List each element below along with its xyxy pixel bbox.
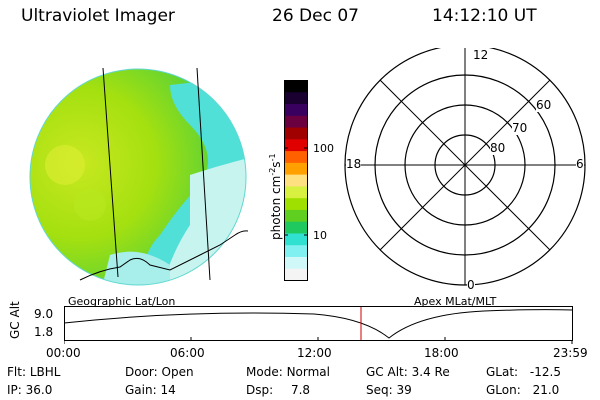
- ytick-1-8: 1.8: [34, 325, 54, 339]
- unit-sup-2: -1: [268, 153, 277, 162]
- colorbar-band: [284, 139, 308, 152]
- glat-value: -12.5: [529, 365, 561, 379]
- colorbar-band: [284, 186, 308, 199]
- unit-text-s: s: [269, 161, 283, 168]
- status-mode: Mode: Normal: [246, 365, 330, 379]
- mlat-label-80: 80: [490, 141, 506, 155]
- colorbar-band: [284, 92, 308, 105]
- colorbar-band: [284, 151, 308, 164]
- mlt-label-12: 12: [473, 48, 489, 62]
- mlat-label-60: 60: [536, 98, 552, 112]
- status-gain: Gain: 14: [125, 383, 176, 397]
- colorbar-tick-10: 10: [313, 229, 327, 242]
- mlt-label-6: 6: [576, 157, 584, 171]
- gain-label: Gain:: [125, 383, 157, 397]
- gcalt-value: 3.4 Re: [411, 365, 450, 379]
- colorbar-band: [284, 256, 308, 270]
- geographic-image: [29, 67, 249, 286]
- gc-alt-ylabel-text: GC Alt: [8, 301, 22, 339]
- dsp-value: 7.8: [290, 383, 311, 397]
- colorbar-band: [284, 80, 308, 93]
- instrument-title: Ultraviolet Imager: [21, 6, 175, 26]
- glat-label: GLat:: [486, 365, 519, 379]
- colorbar-band: [284, 245, 308, 258]
- mode-label: Mode:: [246, 365, 283, 379]
- flt-value: LBHL: [29, 365, 61, 379]
- status-glon: GLon: 21.0: [486, 383, 559, 397]
- xtick-1200: 12:00: [297, 346, 332, 360]
- colorbar-band: [284, 233, 308, 246]
- status-dsp: Dsp: 7.8: [246, 383, 310, 397]
- mlat-label-70: 70: [512, 121, 528, 135]
- door-value: Open: [161, 365, 194, 379]
- xtick-1800: 18:00: [424, 346, 459, 360]
- mlt-label-0: 0: [467, 278, 475, 292]
- status-glat: GLat: -12.5: [486, 365, 561, 379]
- status-gcalt: GC Alt: 3.4 Re: [366, 365, 450, 379]
- time-label: 14:12:10 UT: [432, 6, 537, 26]
- dsp-label: Dsp:: [246, 383, 274, 397]
- xtick-2359: 23:59: [553, 346, 588, 360]
- unit-sup-1: -2: [268, 167, 277, 176]
- status-ip: IP: 36.0: [7, 383, 52, 397]
- colorbar-tick-100: 100: [313, 142, 334, 155]
- gcalt-label: GC Alt:: [366, 365, 408, 379]
- colorbar-band: [284, 198, 308, 211]
- mlt-label-18: 18: [346, 157, 362, 171]
- glon-label: GLon:: [486, 383, 521, 397]
- colorbar-band: [284, 221, 308, 234]
- status-door: Door: Open: [125, 365, 194, 379]
- ytick-9: 9.0: [34, 307, 54, 321]
- unit-text: photon cm: [269, 175, 283, 240]
- seq-label: Seq:: [366, 383, 393, 397]
- ip-value: 36.0: [25, 383, 53, 397]
- xtick-0600: 06:00: [170, 346, 205, 360]
- colorbar-band: [284, 127, 308, 140]
- colorbar-band: [284, 162, 308, 176]
- apex-polar-plot: [344, 48, 586, 286]
- flt-label: Flt:: [7, 365, 26, 379]
- status-seq: Seq: 39: [366, 383, 412, 397]
- colorbar: [284, 80, 308, 281]
- xtick-0000: 00:00: [46, 346, 81, 360]
- seq-value: 39: [396, 383, 412, 397]
- mode-value: Normal: [286, 365, 330, 379]
- door-label: Door:: [125, 365, 158, 379]
- colorbar-band: [284, 104, 308, 117]
- colorbar-band: [284, 209, 308, 223]
- gain-value: 14: [160, 383, 176, 397]
- ip-label: IP:: [7, 383, 22, 397]
- glon-value: 21.0: [532, 383, 560, 397]
- gc-alt-timeline: [64, 306, 574, 344]
- date-label: 26 Dec 07: [272, 6, 359, 26]
- colorbar-band: [284, 115, 308, 129]
- colorbar-band: [284, 268, 308, 281]
- colorbar-band: [284, 174, 308, 187]
- status-flt: Flt: LBHL: [7, 365, 60, 379]
- apex-panel-label: Apex MLat/MLT: [414, 295, 497, 308]
- geographic-panel-label: Geographic Lat/Lon: [68, 295, 176, 308]
